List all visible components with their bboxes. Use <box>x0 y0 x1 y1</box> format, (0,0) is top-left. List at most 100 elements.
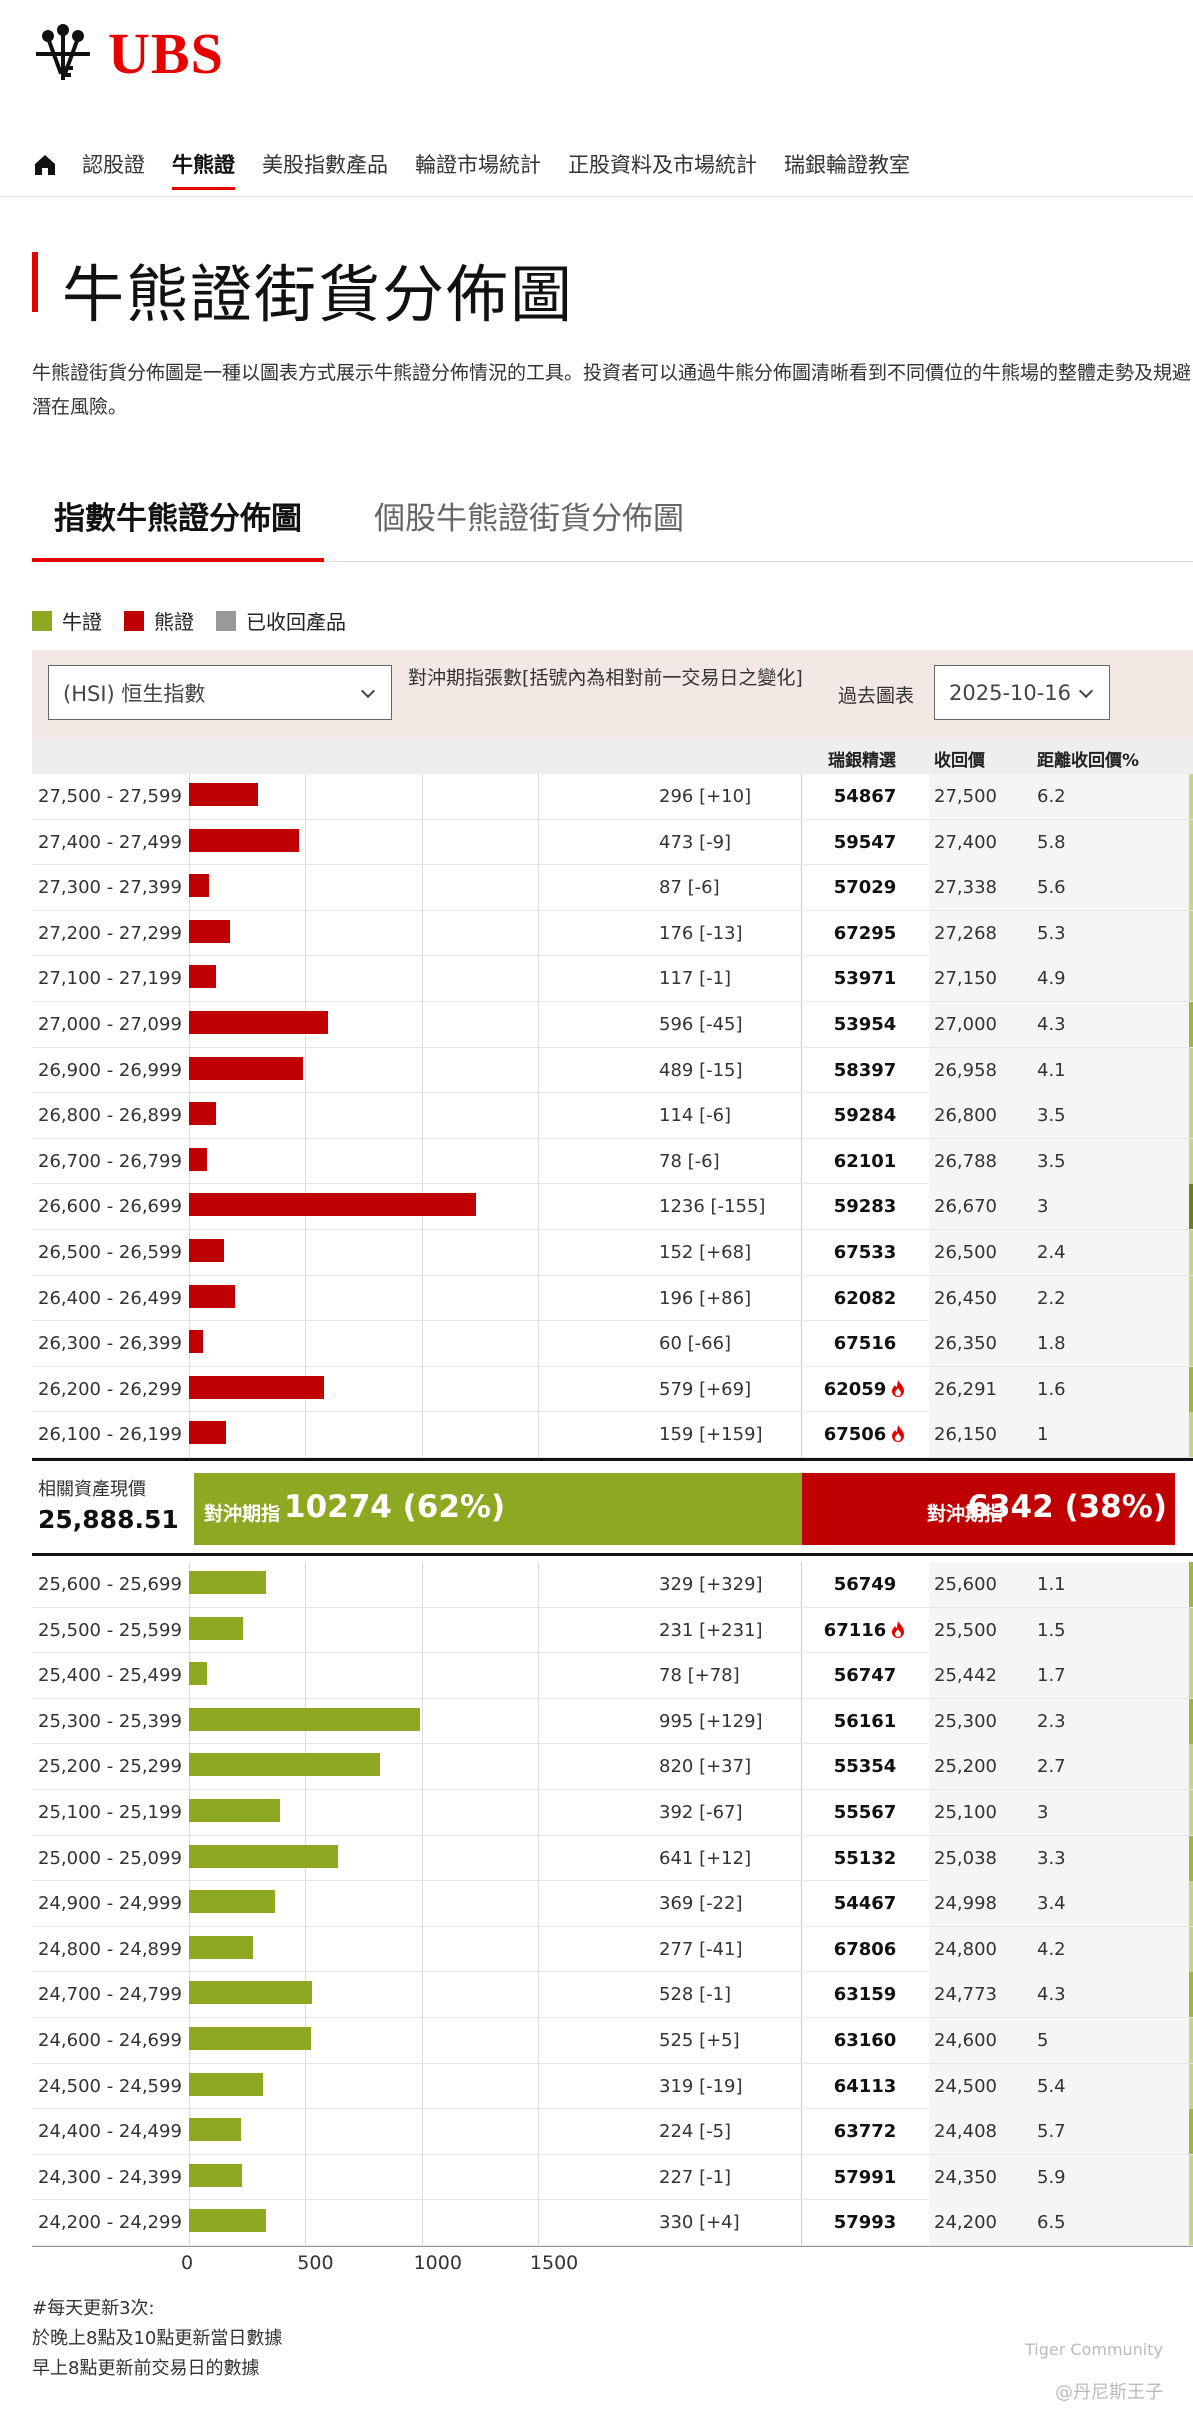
nav-item-us-index[interactable]: 美股指數產品 <box>262 153 388 177</box>
bear-bar[interactable] <box>189 1056 303 1080</box>
warrant-code[interactable]: 59547 <box>801 832 929 853</box>
table-row[interactable]: 25,600 - 25,699 329 [+329] 25,600 1.1 56749 <box>32 1562 1193 1608</box>
warrant-code[interactable]: 55132 <box>801 1848 929 1869</box>
warrant-code[interactable]: 57029 <box>801 877 929 898</box>
warrant-code[interactable]: 63159 <box>801 1984 929 2005</box>
bear-bar[interactable] <box>189 1284 235 1308</box>
bull-bar[interactable] <box>189 1890 275 1914</box>
bull-bar[interactable] <box>189 1935 254 1959</box>
table-row[interactable]: 27,000 - 27,099 596 [-45] 27,000 4.3 53954 <box>32 1002 1193 1048</box>
warrant-code[interactable]: 59284 <box>801 1105 929 1126</box>
bull-bar[interactable] <box>189 1753 380 1777</box>
warrant-code[interactable]: 67806 <box>801 1939 929 1960</box>
date-select[interactable]: 2025-10-16 <box>934 665 1110 720</box>
table-row[interactable]: 26,400 - 26,499 196 [+86] 26,450 2.2 62082 <box>32 1275 1193 1322</box>
bear-bar[interactable] <box>189 1193 477 1217</box>
nav-item-education[interactable]: 瑞銀輪證教室 <box>784 153 910 177</box>
tab-stock-cbbc[interactable]: 個股牛熊證街貨分佈圖 <box>374 501 684 537</box>
bull-bar[interactable] <box>189 1981 312 2005</box>
table-row[interactable]: 24,500 - 24,599 319 [-19] 24,500 5.4 64113 <box>32 2063 1193 2110</box>
table-row[interactable]: 24,300 - 24,399 227 [-1] 24,350 5.9 57991 <box>32 2154 1193 2201</box>
table-row[interactable]: 27,300 - 27,399 87 [-6] 27,338 5.6 57029 <box>32 865 1193 911</box>
legend-bear[interactable]: 熊證 <box>124 606 194 635</box>
warrant-code[interactable]: 54467 <box>801 1893 929 1914</box>
bull-bar[interactable] <box>189 2209 266 2233</box>
table-row[interactable]: 24,400 - 24,499 224 [-5] 24,408 5.7 63772 <box>32 2109 1193 2155</box>
bear-bar[interactable] <box>189 919 230 943</box>
bear-bar[interactable] <box>189 783 258 806</box>
warrant-code[interactable]: 67533 <box>801 1242 929 1263</box>
warrant-code[interactable]: 57991 <box>801 2167 929 2188</box>
bull-bar[interactable] <box>189 2027 312 2050</box>
warrant-code[interactable]: 63160 <box>801 2030 929 2051</box>
warrant-code[interactable]: 62059 <box>801 1379 929 1400</box>
bear-bar[interactable] <box>189 874 210 898</box>
table-row[interactable]: 27,400 - 27,499 473 [-9] 27,400 5.8 59547 <box>32 819 1193 866</box>
legend-bull[interactable]: 牛證 <box>32 606 102 635</box>
warrant-code[interactable]: 62101 <box>801 1151 929 1172</box>
bull-bar[interactable] <box>189 1799 281 1822</box>
bear-bar[interactable] <box>189 1375 324 1399</box>
warrant-code[interactable]: 67516 <box>801 1333 929 1354</box>
bull-bar[interactable] <box>189 2163 242 2187</box>
table-row[interactable]: 25,100 - 25,199 392 [-67] 25,100 3 55567 <box>32 1790 1193 1836</box>
home-icon[interactable] <box>32 152 58 178</box>
warrant-code[interactable]: 55567 <box>801 1802 929 1823</box>
table-row[interactable]: 26,600 - 26,699 1236 [-155] 26,670 3 59283 <box>32 1184 1193 1230</box>
warrant-code[interactable]: 54867 <box>801 786 929 807</box>
table-row[interactable]: 24,700 - 24,799 528 [-1] 24,773 4.3 63159 <box>32 1972 1193 2018</box>
bear-bar[interactable] <box>189 1330 203 1354</box>
tab-index-cbbc[interactable]: 指數牛熊證分佈圖 <box>32 488 324 562</box>
table-row[interactable]: 26,900 - 26,999 489 [-15] 26,958 4.1 58397 <box>32 1047 1193 1094</box>
bear-bar[interactable] <box>189 1421 226 1445</box>
nav-item-market-stats[interactable]: 輪證市場統計 <box>415 153 541 177</box>
bear-bar[interactable] <box>189 1147 208 1171</box>
bull-bar[interactable] <box>189 1844 339 1868</box>
warrant-code[interactable]: 56161 <box>801 1711 929 1732</box>
table-row[interactable]: 27,500 - 27,599 296 [+10] 27,500 6.2 54867 <box>32 774 1193 820</box>
warrant-code[interactable]: 64113 <box>801 2076 929 2097</box>
warrant-code[interactable]: 53971 <box>801 968 929 989</box>
bear-bar[interactable] <box>189 965 217 989</box>
warrant-code[interactable]: 55354 <box>801 1756 929 1777</box>
table-row[interactable]: 26,800 - 26,899 114 [-6] 26,800 3.5 59284 <box>32 1093 1193 1139</box>
table-row[interactable]: 25,000 - 25,099 641 [+12] 25,038 3.3 55132 <box>32 1835 1193 1882</box>
warrant-code[interactable]: 58397 <box>801 1060 929 1081</box>
bear-bar[interactable] <box>189 1239 225 1262</box>
warrant-code[interactable]: 67506 <box>801 1424 929 1445</box>
warrant-code[interactable]: 59283 <box>801 1196 929 1217</box>
warrant-code[interactable]: 63772 <box>801 2121 929 2142</box>
table-row[interactable]: 25,400 - 25,499 78 [+78] 25,442 1.7 56747 <box>32 1653 1193 1699</box>
table-row[interactable]: 27,200 - 27,299 176 [-13] 27,268 5.3 67295 <box>32 910 1193 957</box>
ubs-logo[interactable]: UBS <box>32 18 224 88</box>
table-row[interactable]: 24,900 - 24,999 369 [-22] 24,998 3.4 54467 <box>32 1881 1193 1927</box>
bull-bar[interactable] <box>189 1707 421 1731</box>
warrant-code[interactable]: 62082 <box>801 1288 929 1309</box>
warrant-code[interactable]: 53954 <box>801 1014 929 1035</box>
warrant-code[interactable]: 57993 <box>801 2212 929 2233</box>
bear-bar[interactable] <box>189 828 300 852</box>
bull-bar[interactable] <box>189 1616 243 1640</box>
table-row[interactable]: 26,500 - 26,599 152 [+68] 26,500 2.4 67533 <box>32 1230 1193 1276</box>
bear-bar[interactable] <box>189 1102 216 1126</box>
bull-bar[interactable] <box>189 1571 266 1594</box>
bear-bar[interactable] <box>189 1011 328 1034</box>
table-row[interactable]: 27,100 - 27,199 117 [-1] 27,150 4.9 53971 <box>32 956 1193 1002</box>
table-row[interactable]: 24,200 - 24,299 330 [+4] 24,200 6.5 57993 <box>32 2200 1193 2246</box>
warrant-code[interactable]: 56749 <box>801 1574 929 1595</box>
nav-item-stock-data[interactable]: 正股資料及市場統計 <box>568 153 757 177</box>
table-row[interactable]: 26,200 - 26,299 579 [+69] 26,291 1.6 62059 <box>32 1366 1193 1413</box>
table-row[interactable]: 25,300 - 25,399 995 [+129] 25,300 2.3 56161 <box>32 1698 1193 1745</box>
bull-bar[interactable] <box>189 1662 208 1686</box>
warrant-code[interactable]: 67295 <box>801 923 929 944</box>
table-row[interactable]: 26,100 - 26,199 159 [+159] 26,150 1 67506 <box>32 1412 1193 1458</box>
table-row[interactable]: 24,800 - 24,899 277 [-41] 24,800 4.2 67806 <box>32 1926 1193 1973</box>
nav-item-cbbc[interactable]: 牛熊證 <box>172 140 235 190</box>
table-row[interactable]: 24,600 - 24,699 525 [+5] 24,600 5 63160 <box>32 2018 1193 2064</box>
warrant-code[interactable]: 67116 <box>801 1620 929 1641</box>
table-row[interactable]: 25,500 - 25,599 231 [+231] 25,500 1.5 67116 <box>32 1607 1193 1654</box>
bull-bar[interactable] <box>189 2072 264 2096</box>
bull-bar[interactable] <box>189 2118 242 2142</box>
table-row[interactable]: 26,700 - 26,799 78 [-6] 26,788 3.5 62101 <box>32 1138 1193 1185</box>
warrant-code[interactable]: 56747 <box>801 1665 929 1686</box>
